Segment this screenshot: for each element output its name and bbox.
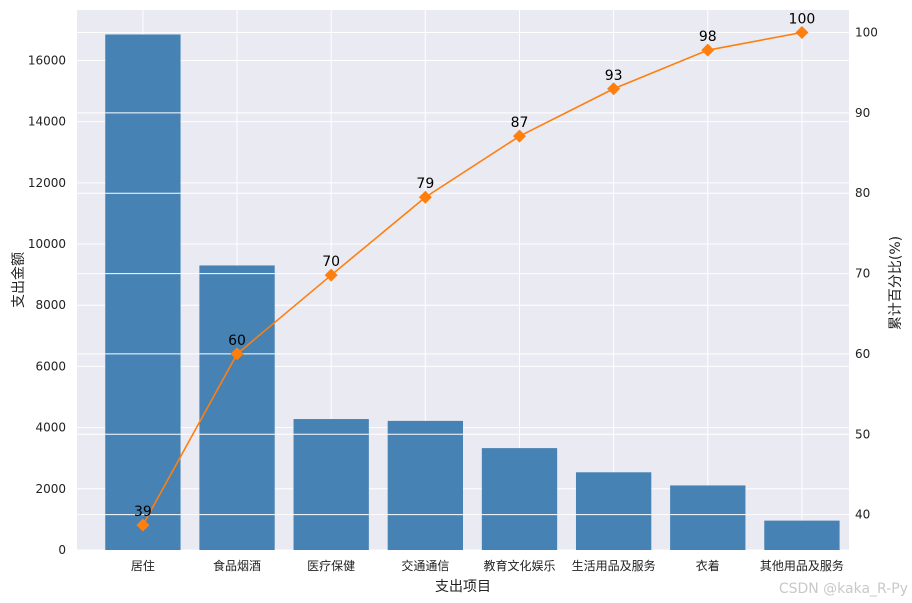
y2-tick-label: 70 xyxy=(855,267,870,281)
marker-5 xyxy=(512,129,526,143)
marker-7 xyxy=(701,43,715,57)
y-tick-label: 4000 xyxy=(35,421,66,435)
bar-7 xyxy=(670,485,746,550)
data-label-3: 70 xyxy=(322,254,340,270)
x-axis-ticks: 居住 食品烟酒 医疗保健 交通通信 教育文化娱乐 生活用品及服务 衣着 其他用品及服务 xyxy=(131,558,844,573)
y-tick-label: 14000 xyxy=(28,115,66,129)
bar-2 xyxy=(199,265,275,550)
data-label-4: 79 xyxy=(416,176,434,192)
bar-3 xyxy=(293,419,369,550)
y2-tick-label: 40 xyxy=(855,508,870,522)
bar-5 xyxy=(481,448,558,550)
data-label-7: 98 xyxy=(699,29,717,45)
x-tick-label: 其他用品及服务 xyxy=(760,558,844,573)
y2-tick-label: 90 xyxy=(855,106,870,120)
marker-3 xyxy=(324,268,338,282)
x-axis-label: 支出项目 xyxy=(435,579,491,595)
watermark: CSDN @kaka_R-Py xyxy=(779,581,908,597)
bar-gridline-overlay xyxy=(105,112,746,516)
data-label-2: 60 xyxy=(228,333,246,349)
x-tick-label: 食品烟酒 xyxy=(213,558,261,573)
data-label-1: 39 xyxy=(134,504,152,520)
y2-tick-label: 50 xyxy=(855,427,870,441)
cumulative-percent-markers xyxy=(136,26,809,532)
x-tick-label: 交通通信 xyxy=(401,558,449,573)
bar-6 xyxy=(575,472,652,550)
marker-6 xyxy=(607,82,621,96)
marker-1 xyxy=(136,518,150,532)
bar-8 xyxy=(764,520,840,550)
y2-tick-label: 100 xyxy=(855,26,878,40)
data-label-5: 87 xyxy=(511,115,529,131)
x-tick-label: 居住 xyxy=(131,559,155,573)
data-label-6: 93 xyxy=(605,68,623,84)
y-tick-label: 10000 xyxy=(28,237,66,251)
y-tick-label: 2000 xyxy=(35,482,66,496)
bar-series xyxy=(105,34,840,550)
left-axis-ticks: 0 2000 4000 6000 8000 10000 12000 14000 16000 xyxy=(28,53,66,557)
y-axis-label: 支出金额 xyxy=(11,252,27,308)
y-tick-label: 12000 xyxy=(28,176,66,190)
right-axis-ticks: 40 50 60 70 80 90 100 xyxy=(855,26,878,522)
marker-8 xyxy=(795,26,809,39)
y-tick-label: 6000 xyxy=(35,359,66,373)
x-tick-label: 生活用品及服务 xyxy=(572,558,656,573)
x-tick-label: 教育文化娱乐 xyxy=(483,558,555,573)
cumulative-percent-line xyxy=(142,31,803,526)
y2-tick-label: 60 xyxy=(855,347,870,361)
marker-2 xyxy=(230,347,244,361)
x-tick-label: 医疗保健 xyxy=(307,559,355,573)
y-tick-label: 8000 xyxy=(35,298,66,312)
y2-axis-label: 累计百分比(%) xyxy=(888,236,904,330)
data-label-8: 100 xyxy=(789,12,816,28)
y2-tick-label: 80 xyxy=(855,186,870,200)
x-tick-label: 衣着 xyxy=(696,558,720,573)
y-tick-label: 0 xyxy=(58,543,66,557)
bar-1 xyxy=(105,34,181,550)
bar-4 xyxy=(387,420,463,550)
data-labels: 39 60 70 79 87 93 98 100 xyxy=(134,12,815,521)
y-tick-label: 16000 xyxy=(28,53,66,67)
marker-4 xyxy=(418,190,432,204)
